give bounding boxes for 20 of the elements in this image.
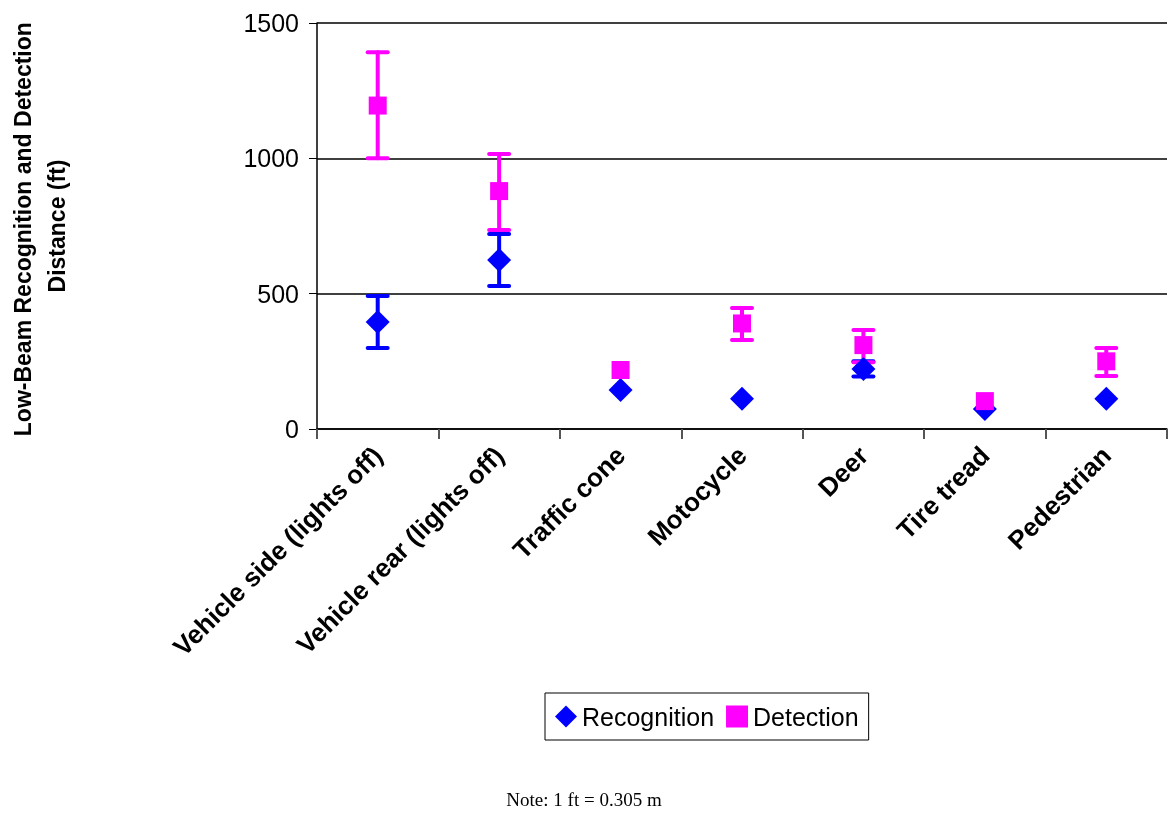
y-tick-label: 0 [285, 415, 299, 443]
y-tick-label: 1500 [243, 9, 299, 37]
point [975, 392, 994, 411]
y-axis-title: Low-Beam Recognition and Detection Distance (ft) [10, 15, 70, 437]
point [490, 182, 509, 201]
point [1097, 352, 1116, 371]
point [608, 378, 633, 403]
point [611, 360, 630, 379]
point [1094, 386, 1119, 411]
point [368, 96, 387, 115]
y-tick-label: 1000 [243, 144, 299, 173]
point [733, 314, 751, 333]
point [854, 336, 873, 355]
text: Note: 1 ft = 0.305 m [506, 789, 662, 810]
point [365, 310, 390, 335]
point [487, 248, 512, 273]
legend-label: Recognition [582, 702, 715, 731]
y-tick-label: 500 [257, 279, 299, 308]
point [730, 386, 754, 411]
legend-label: Detection [753, 702, 859, 731]
